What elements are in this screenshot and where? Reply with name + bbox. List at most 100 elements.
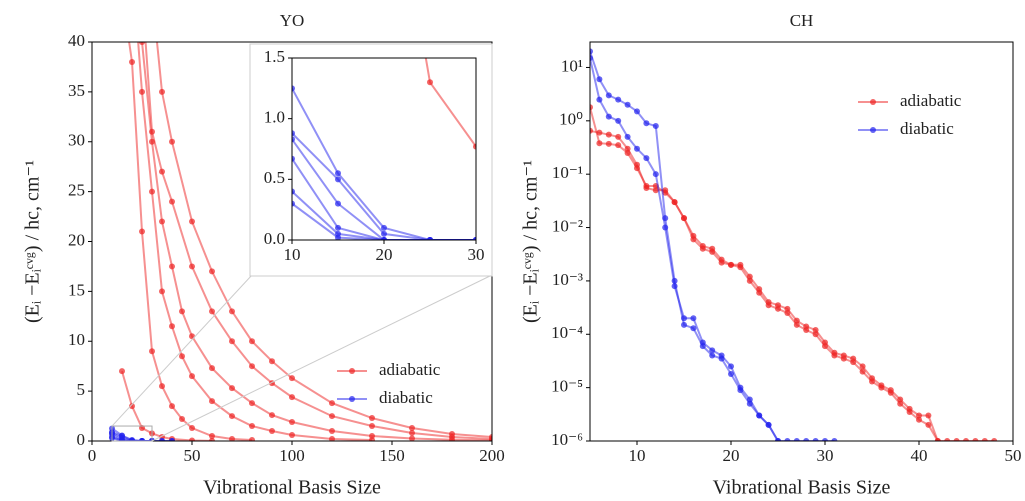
- point: [728, 371, 734, 378]
- point: [803, 438, 810, 441]
- point: [381, 237, 387, 240]
- point: [159, 288, 165, 295]
- point: [652, 122, 659, 129]
- series-line: [111, 431, 152, 441]
- point: [859, 368, 866, 375]
- point: [473, 237, 476, 240]
- point: [159, 218, 165, 225]
- x-axis-label: Vibrational Basis Size: [203, 477, 381, 499]
- point: [369, 423, 375, 430]
- point: [289, 419, 295, 426]
- point: [269, 428, 275, 435]
- point: [335, 170, 341, 177]
- point: [590, 48, 593, 55]
- y-tick-label: 10⁻⁵: [551, 377, 583, 396]
- point: [409, 430, 415, 437]
- point: [289, 375, 295, 382]
- point: [189, 218, 195, 225]
- inset-background: [292, 58, 476, 240]
- point: [249, 363, 255, 370]
- point: [775, 438, 781, 441]
- point: [209, 365, 215, 372]
- x-tick-label: 20: [723, 446, 740, 465]
- point: [972, 438, 979, 441]
- point: [292, 188, 295, 195]
- panel: 0 50 100 150 200 0 5 10 15 20 25 30 35 40 YO Vibrationa…: [22, 11, 505, 499]
- y-tick-label: 10⁻⁶: [551, 430, 583, 449]
- point: [681, 321, 687, 328]
- point: [690, 325, 697, 332]
- x-axis-label: Vibrational Basis Size: [713, 477, 891, 499]
- point: [690, 315, 697, 322]
- point: [169, 138, 175, 145]
- point: [657, 79, 663, 85]
- axes-frame: [291, 57, 477, 241]
- point: [615, 133, 622, 140]
- y-tick-label: 0.0: [264, 229, 285, 248]
- x-tick-label: 10: [629, 446, 646, 465]
- point: [718, 259, 725, 266]
- point: [189, 373, 195, 380]
- point: [624, 101, 631, 108]
- point: [129, 58, 135, 65]
- point: [652, 187, 659, 194]
- point: [229, 436, 235, 441]
- point: [169, 263, 175, 270]
- y-tick-label: 40: [68, 31, 85, 50]
- point: [149, 128, 155, 135]
- point: [812, 438, 819, 441]
- point: [657, 231, 663, 237]
- point: [249, 400, 255, 407]
- plot-area: [292, 58, 755, 240]
- series-line: [590, 57, 779, 441]
- point: [981, 438, 988, 441]
- point: [169, 403, 175, 410]
- point: [728, 363, 734, 370]
- series-line: [111, 437, 152, 441]
- point: [179, 308, 185, 315]
- point: [335, 200, 341, 207]
- point: [634, 108, 640, 115]
- point: [209, 398, 215, 405]
- y-tick-label: 1.5: [264, 47, 285, 66]
- legend-marker: [870, 127, 876, 133]
- point: [292, 130, 295, 137]
- point: [590, 104, 593, 111]
- series-line: [292, 158, 476, 240]
- point: [139, 438, 145, 441]
- point: [925, 412, 932, 419]
- legend-marker: [870, 99, 876, 105]
- series-line: [111, 433, 152, 441]
- point: [812, 327, 819, 334]
- point: [784, 438, 791, 441]
- y-tick-label: 20: [68, 230, 85, 249]
- point: [652, 171, 659, 178]
- point: [831, 352, 838, 359]
- chart-title: CH: [790, 11, 814, 30]
- series-line: [121, 370, 213, 441]
- panel: 10 20 30 40 50 10⁻⁶ 10⁻⁵ 10⁻⁴ 10⁻³ 10⁻² 10⁻¹ 10⁰ 10¹…: [520, 11, 1022, 499]
- point: [289, 394, 295, 401]
- point: [793, 321, 800, 328]
- point: [139, 42, 145, 45]
- y-tick-label: 1.0: [264, 108, 285, 127]
- point: [596, 76, 603, 83]
- point: [749, 176, 755, 182]
- y-tick-label: 0: [77, 430, 86, 449]
- point: [840, 355, 847, 362]
- point: [765, 421, 772, 428]
- point: [427, 237, 433, 240]
- y-tick-label: 10: [68, 330, 85, 349]
- legend-label: diabatic: [379, 388, 433, 407]
- point: [427, 79, 433, 86]
- point: [381, 230, 387, 237]
- legend-marker: [349, 396, 355, 402]
- series-line: [137, 42, 373, 441]
- series-line: [590, 106, 939, 441]
- point: [793, 438, 800, 441]
- point: [329, 413, 335, 420]
- y-tick-label: 0.5: [264, 168, 285, 187]
- point: [850, 359, 857, 366]
- x-tick-label: 40: [911, 446, 928, 465]
- point: [709, 248, 716, 255]
